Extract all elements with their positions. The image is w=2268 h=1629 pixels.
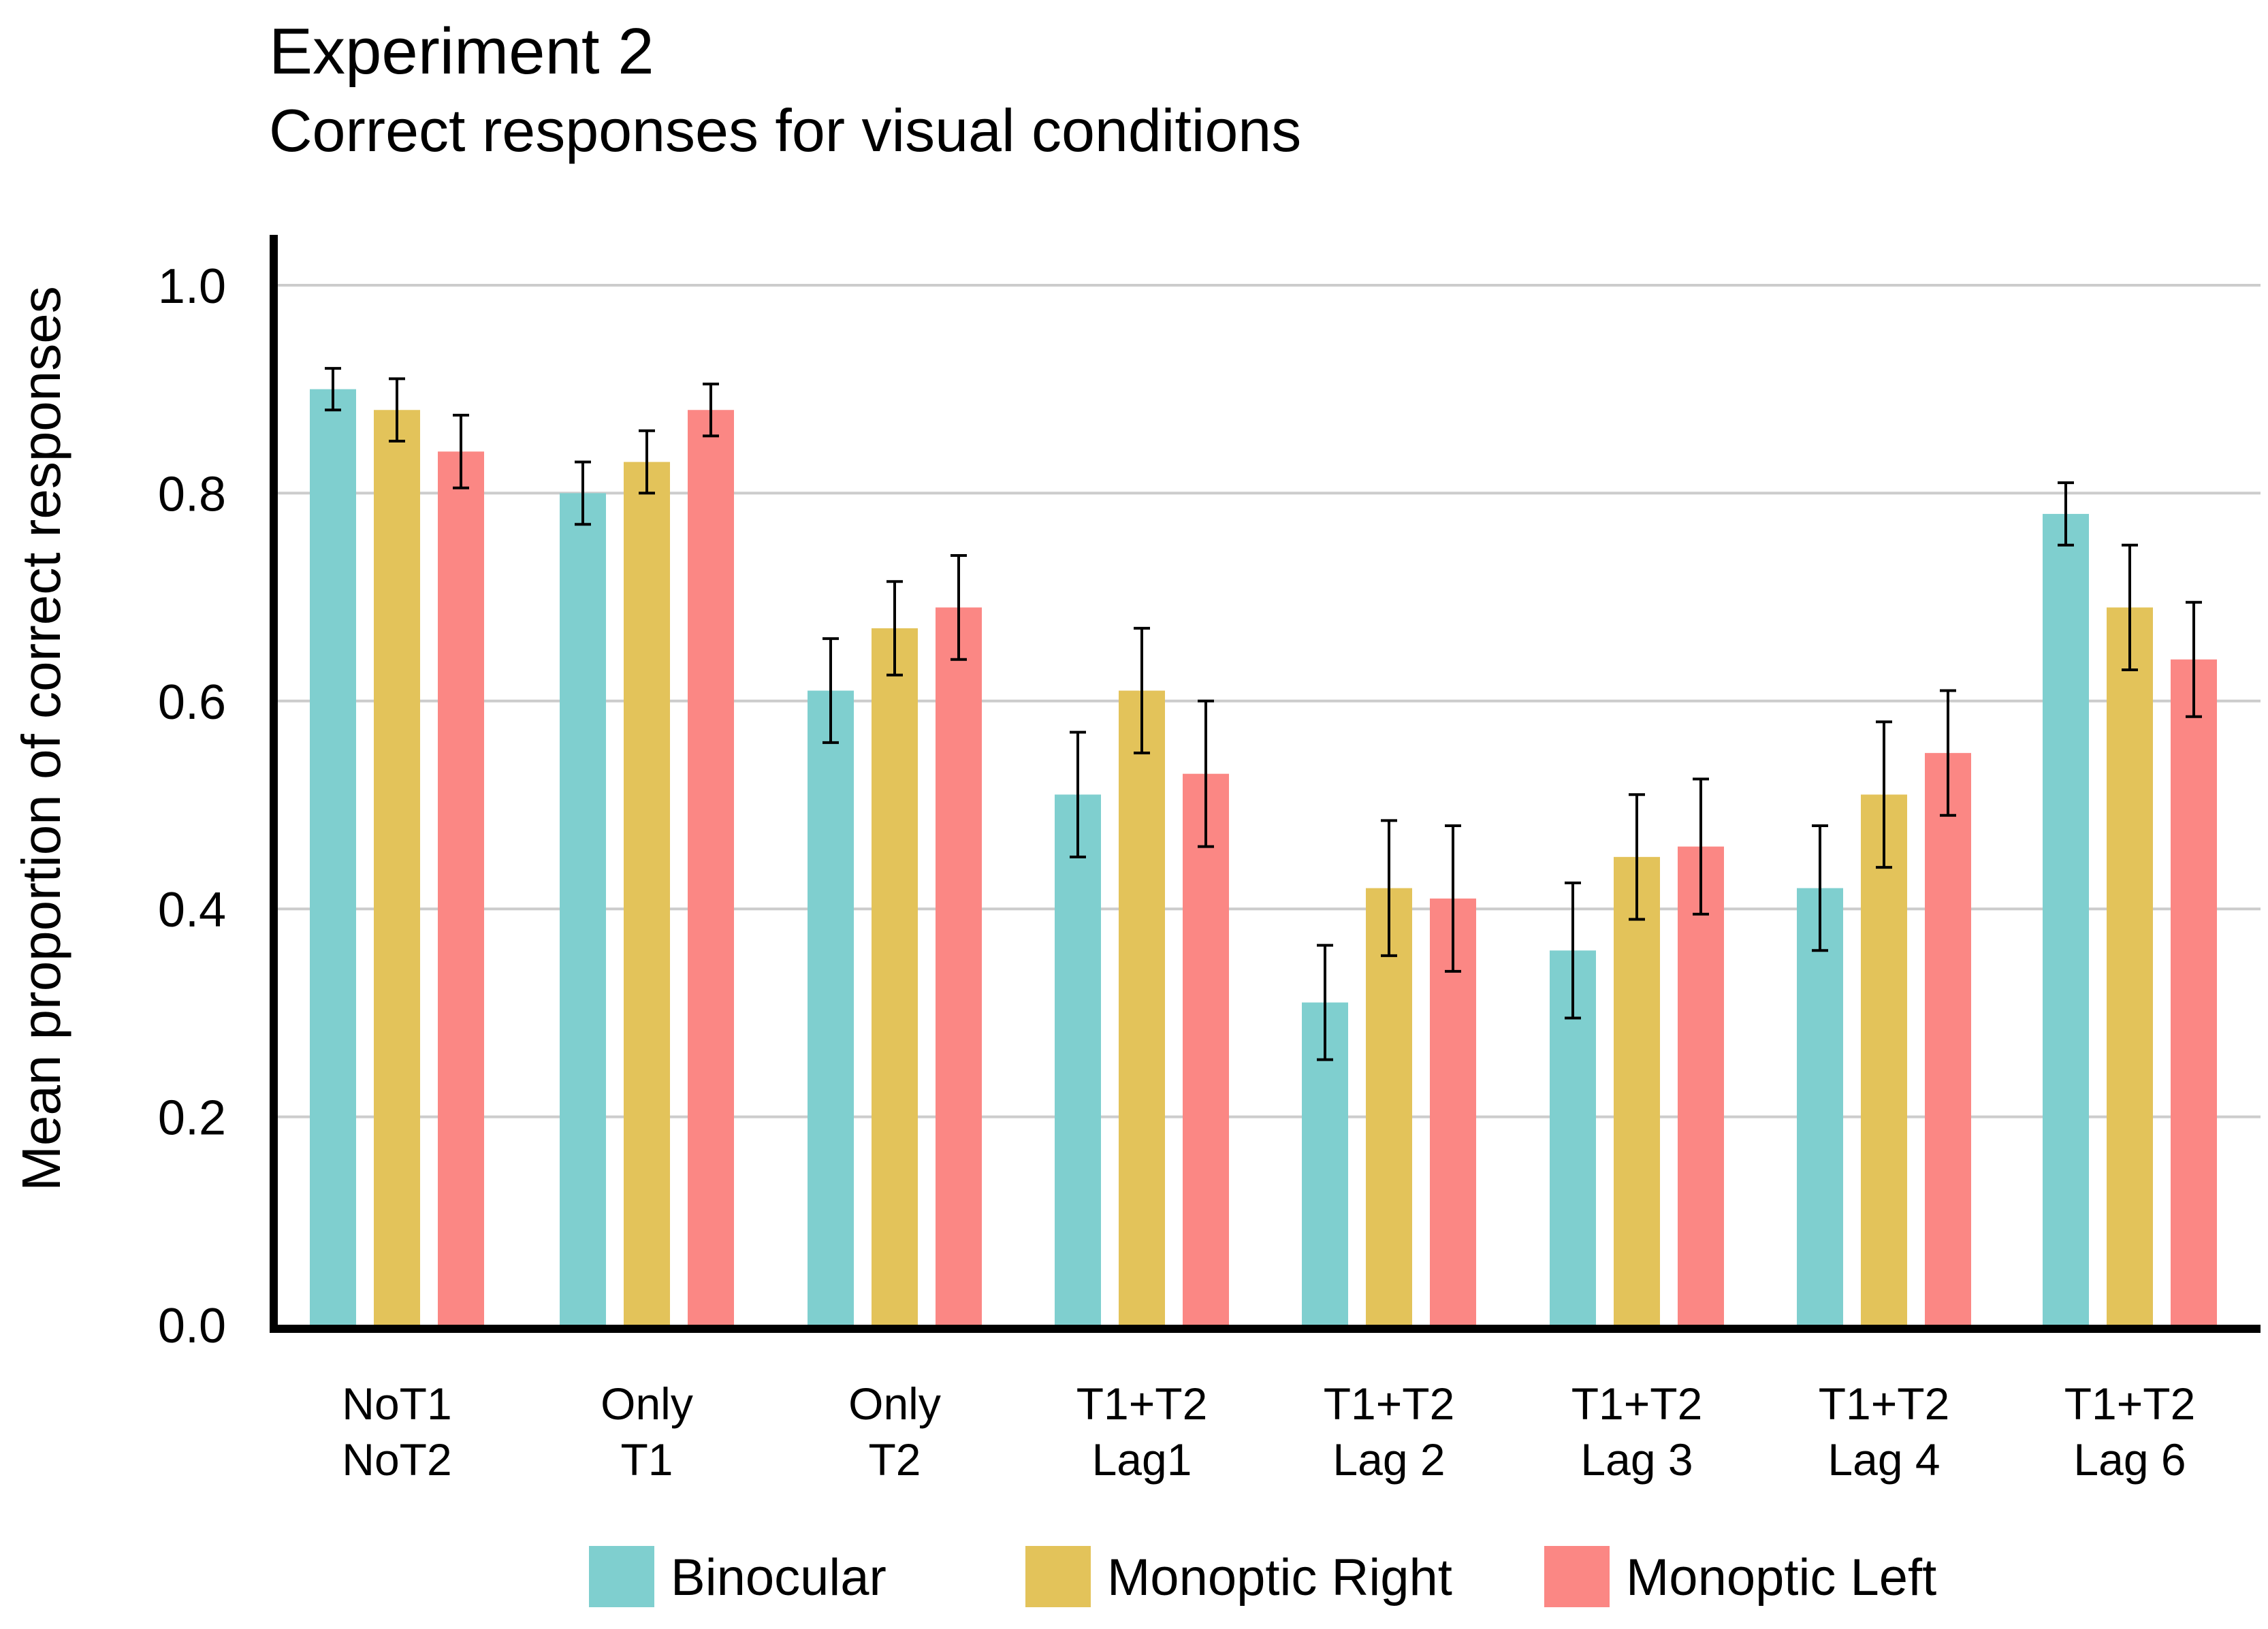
x-tick-label: T2 — [868, 1434, 921, 1485]
bar — [1055, 794, 1101, 1325]
x-tick-label: NoT2 — [342, 1434, 451, 1485]
bar — [438, 451, 484, 1325]
x-tick-label: Lag 3 — [1580, 1434, 1693, 1485]
y-tick-label: 0.4 — [158, 883, 226, 937]
axes — [270, 235, 2261, 1333]
x-tick-label: T1+T2 — [2064, 1378, 2196, 1429]
bar — [808, 690, 854, 1325]
legend: Binocular Monoptic Right Monoptic Left — [589, 1546, 1936, 1607]
bar — [872, 628, 918, 1325]
x-tick-label: T1+T2 — [1076, 1378, 1208, 1429]
bars — [310, 389, 2217, 1325]
y-tick-label: 0.2 — [158, 1091, 226, 1146]
x-tick-label: T1+T2 — [1324, 1378, 1455, 1429]
bar — [560, 493, 606, 1325]
bar — [310, 389, 356, 1325]
legend-swatch — [1025, 1546, 1091, 1607]
legend-label: Monoptic Right — [1107, 1549, 1452, 1607]
chart-subtitle: Correct responses for visual conditions — [269, 97, 1301, 164]
bar — [936, 607, 982, 1325]
bar — [688, 410, 734, 1325]
bar — [374, 410, 420, 1325]
bar — [624, 462, 670, 1325]
bar — [2171, 659, 2217, 1325]
bar — [1925, 753, 1971, 1325]
y-tick-label: 1.0 — [158, 259, 226, 314]
legend-swatch — [589, 1546, 654, 1607]
x-tick-label: Lag 2 — [1332, 1434, 1445, 1485]
bar — [2043, 513, 2089, 1325]
bar — [1614, 856, 1660, 1325]
y-tick-label: 0.6 — [158, 675, 226, 730]
bar — [1119, 690, 1165, 1325]
bar — [1183, 773, 1229, 1325]
x-tick-label: T1+T2 — [1819, 1378, 1950, 1429]
x-tick-label: Only — [848, 1378, 941, 1429]
y-axis-label: Mean proportion of correct responses — [11, 286, 71, 1191]
bar — [1366, 888, 1412, 1325]
bar — [1861, 794, 1907, 1325]
legend-label: Binocular — [671, 1549, 887, 1607]
y-tick-label: 0.8 — [158, 467, 226, 521]
bar — [2107, 607, 2153, 1325]
error-bars — [325, 367, 2202, 1061]
x-tick-label: Lag 4 — [1827, 1434, 1940, 1485]
bar — [1797, 888, 1843, 1325]
y-tick-labels: 0.0 0.2 0.4 0.6 0.8 1.0 — [158, 259, 226, 1353]
legend-label: Monoptic Left — [1626, 1549, 1936, 1607]
legend-swatch — [1544, 1546, 1610, 1607]
x-tick-label: Only — [601, 1378, 693, 1429]
x-tick-label: NoT1 — [342, 1378, 451, 1429]
x-tick-label: Lag1 — [1092, 1434, 1192, 1485]
x-tick-label: Lag 6 — [2073, 1434, 2186, 1485]
x-tick-label: T1+T2 — [1571, 1378, 1703, 1429]
chart-title: Experiment 2 — [269, 15, 654, 88]
y-tick-label: 0.0 — [158, 1299, 226, 1353]
bar — [1678, 846, 1724, 1325]
x-tick-label: T1 — [620, 1434, 673, 1485]
